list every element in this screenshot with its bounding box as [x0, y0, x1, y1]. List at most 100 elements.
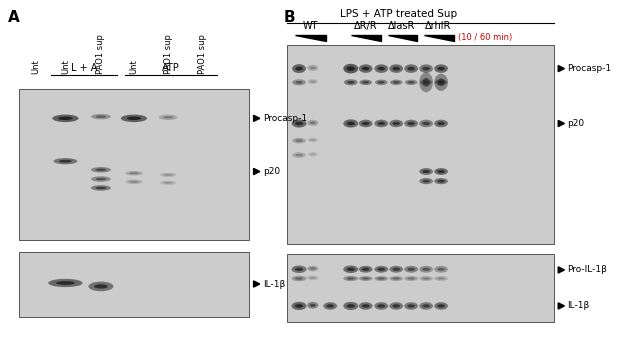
Ellipse shape — [435, 80, 447, 85]
Ellipse shape — [437, 81, 444, 84]
Ellipse shape — [295, 277, 303, 280]
Ellipse shape — [307, 276, 318, 280]
Ellipse shape — [390, 80, 402, 85]
Text: A: A — [7, 10, 19, 25]
Ellipse shape — [437, 67, 445, 71]
Ellipse shape — [159, 115, 178, 120]
Ellipse shape — [378, 67, 385, 71]
Ellipse shape — [88, 282, 113, 291]
Ellipse shape — [295, 139, 303, 142]
Ellipse shape — [434, 302, 448, 310]
Ellipse shape — [434, 178, 448, 184]
Text: Procasp-1: Procasp-1 — [263, 114, 307, 123]
Ellipse shape — [362, 67, 369, 71]
Ellipse shape — [404, 302, 418, 310]
Ellipse shape — [422, 268, 430, 271]
Ellipse shape — [292, 138, 306, 143]
Ellipse shape — [362, 304, 369, 308]
Ellipse shape — [389, 120, 403, 127]
Ellipse shape — [307, 65, 318, 71]
Text: Unt: Unt — [31, 59, 40, 74]
Ellipse shape — [393, 81, 400, 84]
Ellipse shape — [295, 122, 303, 125]
Ellipse shape — [95, 187, 107, 189]
Ellipse shape — [378, 277, 385, 280]
Ellipse shape — [310, 304, 316, 307]
Text: p20: p20 — [568, 119, 584, 128]
Ellipse shape — [52, 115, 78, 122]
Ellipse shape — [419, 178, 433, 184]
Ellipse shape — [295, 304, 303, 308]
Ellipse shape — [374, 64, 388, 73]
Ellipse shape — [343, 276, 358, 281]
Ellipse shape — [419, 266, 433, 273]
Ellipse shape — [295, 67, 303, 71]
Ellipse shape — [407, 277, 415, 280]
Ellipse shape — [346, 268, 355, 271]
Ellipse shape — [422, 170, 430, 173]
Ellipse shape — [375, 80, 388, 85]
Ellipse shape — [389, 266, 403, 273]
Text: Procasp-1: Procasp-1 — [568, 64, 612, 73]
Ellipse shape — [308, 79, 318, 84]
Ellipse shape — [310, 67, 316, 69]
Ellipse shape — [434, 74, 448, 91]
Text: Unt: Unt — [61, 59, 70, 74]
Ellipse shape — [407, 67, 415, 71]
Ellipse shape — [407, 122, 415, 125]
Ellipse shape — [437, 122, 445, 125]
Ellipse shape — [422, 67, 430, 71]
Polygon shape — [558, 120, 564, 127]
Bar — [287, 254, 554, 322]
Ellipse shape — [125, 171, 143, 176]
Ellipse shape — [434, 276, 448, 281]
Ellipse shape — [422, 180, 430, 182]
Ellipse shape — [164, 182, 173, 184]
Ellipse shape — [434, 64, 448, 73]
Text: (10 / 60 min): (10 / 60 min) — [458, 33, 512, 42]
Ellipse shape — [346, 277, 355, 280]
Ellipse shape — [56, 281, 75, 285]
Ellipse shape — [392, 67, 400, 71]
Text: PAO1 sup: PAO1 sup — [198, 34, 207, 74]
Ellipse shape — [310, 139, 315, 141]
Ellipse shape — [160, 181, 176, 185]
Bar — [287, 45, 554, 244]
Ellipse shape — [326, 304, 334, 308]
Ellipse shape — [95, 115, 107, 118]
Ellipse shape — [359, 64, 373, 73]
Ellipse shape — [48, 279, 82, 287]
Ellipse shape — [163, 116, 173, 119]
Ellipse shape — [420, 80, 432, 85]
Ellipse shape — [59, 160, 72, 163]
Ellipse shape — [126, 117, 141, 120]
Ellipse shape — [292, 79, 306, 85]
Text: ΔR/R: ΔR/R — [354, 21, 378, 31]
Text: IL-1β: IL-1β — [263, 280, 285, 288]
Ellipse shape — [129, 172, 139, 174]
Ellipse shape — [323, 302, 337, 310]
Ellipse shape — [407, 304, 415, 308]
Ellipse shape — [310, 121, 316, 124]
Ellipse shape — [389, 302, 403, 310]
Ellipse shape — [307, 302, 318, 309]
Ellipse shape — [343, 119, 358, 128]
Ellipse shape — [374, 302, 388, 310]
Ellipse shape — [437, 277, 445, 280]
Polygon shape — [351, 35, 381, 41]
Ellipse shape — [378, 304, 385, 308]
Ellipse shape — [437, 79, 445, 86]
Polygon shape — [254, 168, 260, 175]
Text: p20: p20 — [263, 167, 280, 176]
Text: ΔlasR: ΔlasR — [388, 21, 416, 31]
Ellipse shape — [392, 304, 400, 308]
Ellipse shape — [437, 268, 445, 271]
Ellipse shape — [362, 277, 369, 280]
Ellipse shape — [405, 80, 417, 85]
Ellipse shape — [91, 176, 111, 182]
Text: IL-1β: IL-1β — [568, 301, 590, 310]
Ellipse shape — [419, 120, 433, 127]
Ellipse shape — [359, 120, 373, 127]
Polygon shape — [558, 303, 564, 309]
Ellipse shape — [404, 276, 418, 281]
